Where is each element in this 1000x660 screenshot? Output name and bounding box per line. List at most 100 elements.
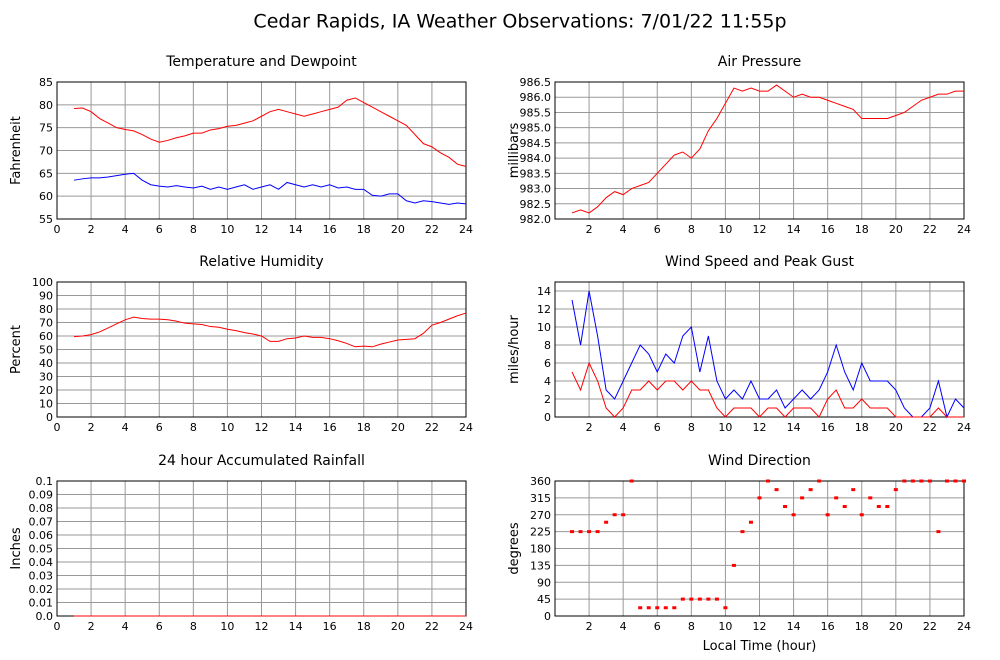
x-tick-label: 8 bbox=[190, 421, 197, 434]
y-tick-label: 985.0 bbox=[520, 122, 552, 135]
data-point bbox=[842, 505, 847, 508]
x-tick-label: 6 bbox=[654, 421, 661, 434]
data-line bbox=[73, 172, 467, 205]
plot-title: Relative Humidity bbox=[199, 254, 323, 270]
x-tick-label: 8 bbox=[190, 620, 197, 633]
data-point bbox=[629, 479, 634, 483]
x-tick-label: 6 bbox=[156, 620, 163, 633]
data-point bbox=[910, 479, 915, 483]
plot-title: Temperature and Dewpoint bbox=[165, 54, 357, 70]
y-axis-title: millibars bbox=[507, 123, 522, 179]
y-tick-label: 0.05 bbox=[29, 543, 54, 556]
x-axis-title: Local Time (hour) bbox=[703, 639, 817, 654]
y-tick-label: 986.5 bbox=[520, 76, 552, 89]
y-tick-label: 55 bbox=[39, 213, 53, 226]
x-tick-label: 12 bbox=[753, 421, 767, 434]
y-axis-title: degrees bbox=[507, 522, 522, 575]
x-tick-label: 4 bbox=[122, 421, 129, 434]
data-point bbox=[587, 530, 592, 534]
data-line bbox=[571, 84, 964, 214]
y-tick-label: 985.5 bbox=[520, 106, 552, 119]
y-tick-label: 135 bbox=[530, 559, 551, 572]
x-tick-label: 8 bbox=[190, 223, 197, 236]
x-tick-label: 2 bbox=[88, 223, 95, 236]
data-point bbox=[834, 496, 839, 500]
y-tick-label: 986.0 bbox=[520, 91, 552, 104]
y-axis-title: miles/hour bbox=[507, 314, 522, 383]
y-tick-label: 10 bbox=[39, 398, 53, 411]
data-point bbox=[723, 606, 728, 610]
y-tick-label: 984.0 bbox=[520, 152, 552, 165]
data-point bbox=[697, 597, 702, 601]
x-tick-label: 14 bbox=[289, 620, 303, 633]
data-point bbox=[859, 513, 864, 517]
x-tick-label: 16 bbox=[323, 620, 337, 633]
x-tick-label: 20 bbox=[889, 421, 903, 434]
x-tick-label: 18 bbox=[855, 421, 869, 434]
y-tick-label: 80 bbox=[39, 99, 53, 112]
x-tick-label: 6 bbox=[156, 421, 163, 434]
data-point bbox=[612, 513, 617, 517]
x-tick-label: 12 bbox=[753, 620, 767, 633]
y-tick-label: 0.06 bbox=[29, 529, 54, 542]
y-tick-label: 315 bbox=[530, 492, 551, 505]
y-tick-label: 225 bbox=[530, 526, 551, 539]
x-tick-label: 22 bbox=[923, 223, 937, 236]
x-tick-label: 8 bbox=[688, 223, 695, 236]
data-point bbox=[714, 597, 719, 601]
plot-frame bbox=[554, 81, 965, 220]
x-tick-label: 16 bbox=[821, 421, 835, 434]
x-tick-label: 0 bbox=[54, 421, 61, 434]
y-tick-label: 70 bbox=[39, 317, 53, 330]
data-point bbox=[825, 513, 830, 517]
data-point bbox=[663, 606, 668, 610]
y-tick-label: 75 bbox=[39, 122, 53, 135]
y-tick-label: 0.04 bbox=[29, 556, 54, 569]
data-line bbox=[74, 312, 467, 348]
y-tick-label: 100 bbox=[32, 276, 53, 289]
y-tick-label: 12 bbox=[537, 303, 551, 316]
x-tick-label: 22 bbox=[425, 223, 439, 236]
y-tick-label: 0.0 bbox=[36, 610, 54, 623]
x-tick-label: 20 bbox=[391, 223, 405, 236]
x-tick-label: 2 bbox=[88, 421, 95, 434]
x-tick-label: 24 bbox=[957, 620, 971, 633]
data-point bbox=[646, 606, 651, 610]
data-line bbox=[74, 97, 467, 167]
y-tick-label: 982.0 bbox=[520, 213, 552, 226]
data-point bbox=[902, 479, 907, 483]
x-tick-label: 24 bbox=[459, 421, 473, 434]
x-tick-label: 18 bbox=[357, 223, 371, 236]
data-point bbox=[808, 488, 813, 492]
y-tick-label: 30 bbox=[39, 371, 53, 384]
plot-title: Air Pressure bbox=[718, 54, 801, 70]
x-tick-label: 18 bbox=[357, 421, 371, 434]
y-tick-label: 14 bbox=[537, 285, 551, 298]
plot-title: 24 hour Accumulated Rainfall bbox=[158, 453, 365, 469]
x-tick-label: 10 bbox=[718, 223, 732, 236]
x-tick-label: 10 bbox=[718, 620, 732, 633]
y-tick-label: 0.09 bbox=[29, 489, 54, 502]
y-tick-label: 80 bbox=[39, 303, 53, 316]
x-tick-label: 12 bbox=[255, 620, 269, 633]
data-point bbox=[953, 479, 958, 483]
x-tick-label: 22 bbox=[425, 620, 439, 633]
x-tick-label: 18 bbox=[855, 620, 869, 633]
data-point bbox=[680, 597, 685, 601]
y-axis-title: Percent bbox=[9, 325, 24, 374]
y-tick-label: 0.07 bbox=[29, 516, 54, 529]
x-tick-label: 24 bbox=[459, 620, 473, 633]
x-tick-label: 0 bbox=[54, 620, 61, 633]
x-tick-label: 16 bbox=[821, 620, 835, 633]
x-tick-label: 20 bbox=[391, 620, 405, 633]
y-tick-label: 0.1 bbox=[36, 475, 54, 488]
y-tick-label: 20 bbox=[39, 384, 53, 397]
x-tick-label: 4 bbox=[620, 620, 627, 633]
x-tick-label: 16 bbox=[323, 223, 337, 236]
x-tick-label: 22 bbox=[923, 421, 937, 434]
plot-frame bbox=[554, 480, 965, 617]
data-point bbox=[927, 479, 932, 483]
x-tick-label: 6 bbox=[156, 223, 163, 236]
y-tick-label: 90 bbox=[39, 290, 53, 303]
data-point bbox=[783, 505, 788, 508]
